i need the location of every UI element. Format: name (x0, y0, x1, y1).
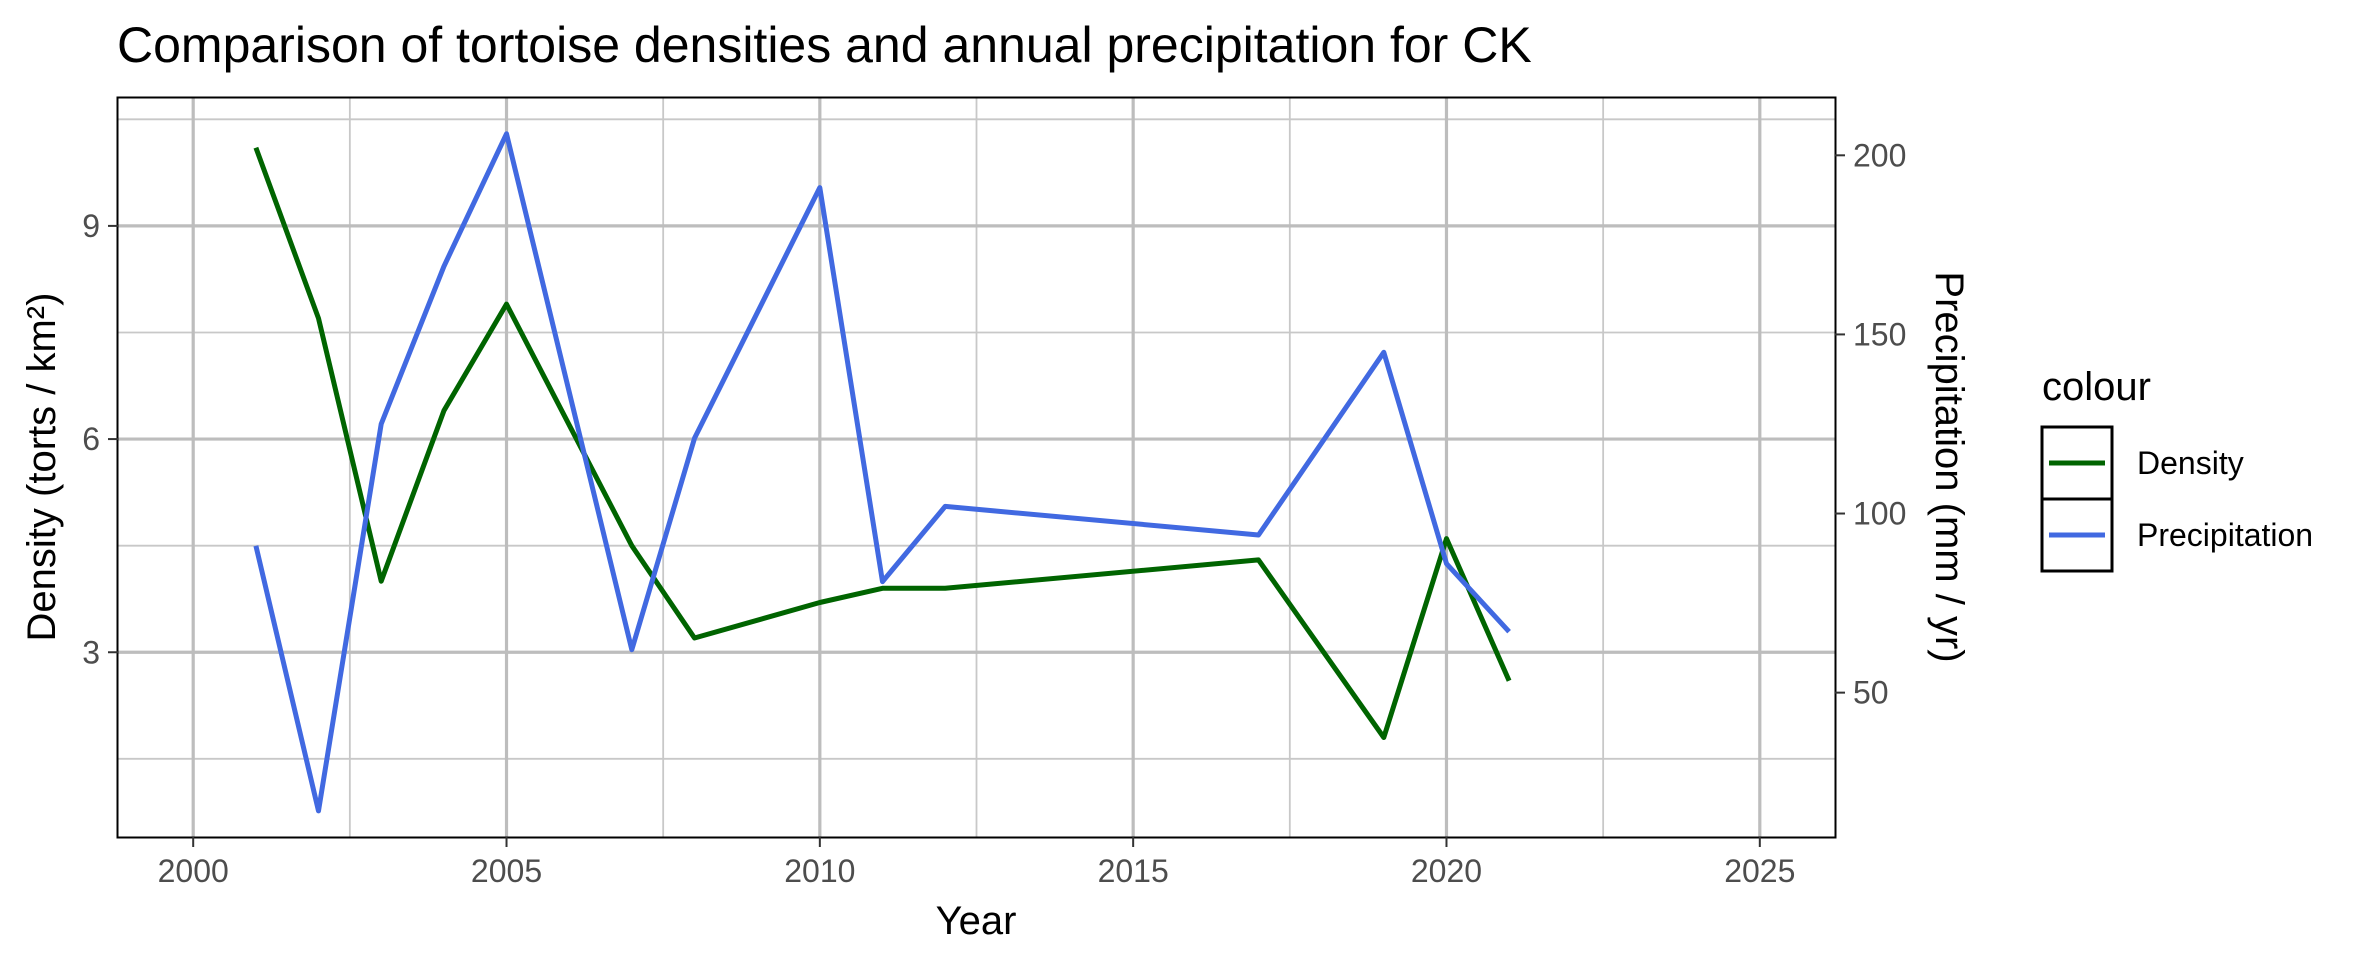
y-right-tick-label: 50 (1853, 675, 1889, 711)
y-tick-label: 9 (82, 208, 100, 244)
series-line-precipitation (253, 131, 1511, 814)
legend: colour Density Precipitation (2040, 365, 2313, 573)
legend-label-precipitation: Precipitation (2137, 517, 2313, 553)
x-tick-label: 2000 (158, 853, 229, 889)
legend-title: colour (2042, 365, 2151, 409)
y-tick-label: 3 (82, 634, 100, 670)
x-tick-label: 2025 (1724, 853, 1795, 889)
x-tick-label: 2020 (1411, 853, 1482, 889)
x-tick-label: 2010 (784, 853, 855, 889)
y-right-tick-label: 100 (1853, 496, 1906, 532)
y-right-tick-label: 150 (1853, 316, 1906, 352)
chart-title: Comparison of tortoise densities and ann… (117, 17, 1532, 73)
y-axis-title: Density (torts / km²) (20, 293, 64, 642)
grid-lines (118, 98, 1835, 837)
x-tick-label: 2015 (1098, 853, 1169, 889)
plot-panel-border (116, 96, 1837, 839)
y-tick-label: 6 (82, 421, 100, 457)
legend-label-density: Density (2137, 445, 2244, 481)
x-tick-label: 2005 (471, 853, 542, 889)
axis-ticks: 2000 2005 2010 2015 2020 2025 3 6 9 50 100 150 200 (82, 137, 1906, 889)
series-line-density (253, 146, 1512, 740)
x-axis-title: Year (936, 899, 1017, 943)
y-right-tick-label: 200 (1853, 137, 1906, 173)
y-axis-right-title: Precipitation (mm / yr) (1927, 271, 1971, 662)
series-lines (253, 131, 1512, 814)
